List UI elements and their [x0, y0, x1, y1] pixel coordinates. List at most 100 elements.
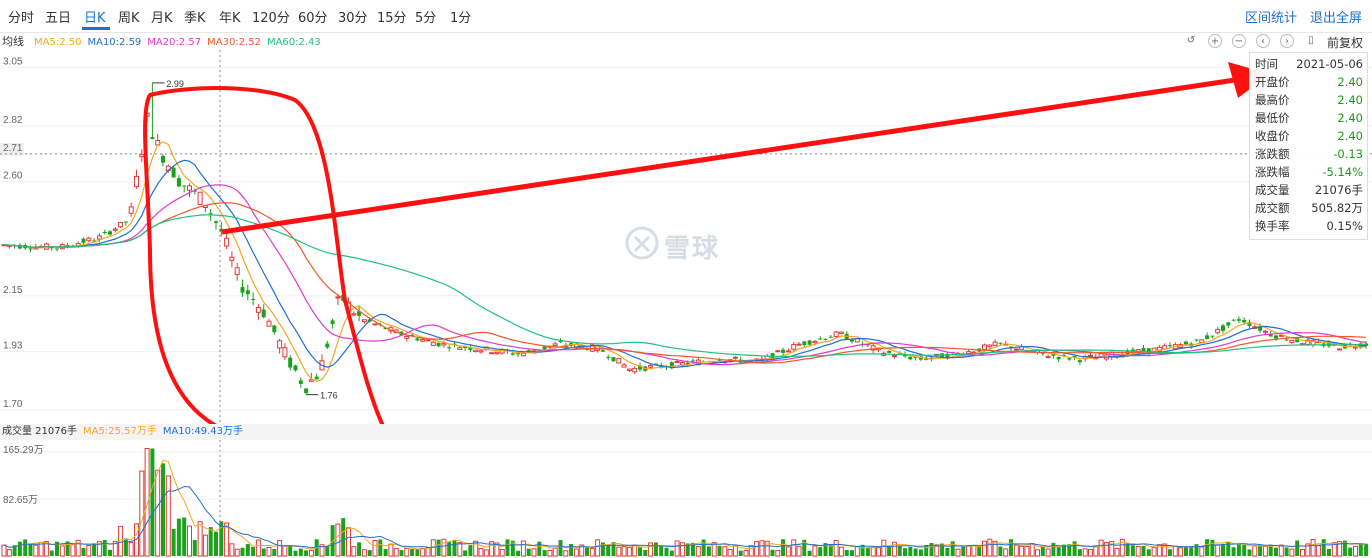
candle-body: [616, 358, 622, 364]
period-tab[interactable]: 周K: [118, 11, 140, 26]
candle-body: [489, 352, 495, 355]
volume-bar: [950, 541, 955, 556]
volume-bar: [404, 547, 410, 557]
interval-stats-button[interactable]: 区间统计: [1245, 11, 1298, 26]
tooltip-row: 成交量 21076手: [1255, 181, 1363, 199]
volume-bar: [171, 528, 176, 556]
volume-bar: [691, 542, 695, 556]
volume-bar: [865, 547, 870, 556]
period-tab[interactable]: 五日: [45, 11, 72, 26]
volume-tick-label: 165.29万: [3, 445, 44, 456]
adjust-select[interactable]: 前复权: [1327, 36, 1364, 50]
candle-body: [828, 336, 833, 338]
candle-body: [1342, 343, 1347, 349]
price-tick-label: 3.05: [3, 57, 23, 68]
volume-bar: [526, 548, 531, 556]
zoom-in-icon[interactable]: +: [1208, 34, 1222, 48]
period-tab[interactable]: 季K: [184, 11, 206, 26]
volume-bar: [579, 544, 585, 557]
volume-bar: [1215, 544, 1221, 557]
scroll-left-icon[interactable]: ‹: [1256, 34, 1270, 48]
candle-body: [65, 245, 70, 247]
volume-bar: [70, 543, 76, 557]
volume-legend: 成交量 21076手 MA5:25.57万手 MA10:49.43万手: [0, 424, 1372, 440]
period-tab[interactable]: 5分: [415, 11, 437, 26]
volume-bar: [585, 547, 589, 556]
volume-bar: [28, 543, 33, 556]
volume-bar: [1252, 545, 1258, 557]
scroll-right-icon[interactable]: ›: [1280, 34, 1294, 48]
candle-body: [108, 231, 112, 235]
volume-ma-item: MA10:49.43万手: [162, 426, 244, 437]
candle-body: [447, 347, 452, 349]
candle-body: [1056, 356, 1061, 360]
candle-body: [298, 380, 303, 384]
volume-bar: [934, 544, 940, 557]
volume-bar: [838, 546, 844, 557]
candle-body: [214, 221, 218, 223]
fullscreen-icon[interactable]: ▯: [1308, 35, 1314, 46]
undo-icon[interactable]: ↺: [1186, 35, 1196, 46]
volume-bar: [1189, 546, 1194, 556]
candle-body: [781, 349, 786, 353]
volume-bar: [1194, 544, 1199, 556]
volume-bar: [929, 543, 934, 556]
volume-bar: [1056, 546, 1061, 556]
volume-bar: [505, 539, 510, 556]
candle-body: [441, 342, 447, 346]
candle-body: [945, 353, 950, 359]
volume-bar: [1029, 543, 1035, 557]
volume-bar: [558, 540, 563, 556]
candle-body: [838, 331, 844, 334]
volume-bar: [1077, 549, 1082, 556]
candle-body: [468, 347, 473, 351]
period-tab[interactable]: 分时: [8, 11, 35, 26]
candle-body: [81, 238, 86, 243]
volume-bar: [1125, 543, 1130, 556]
zoom-out-icon[interactable]: −: [1232, 34, 1246, 48]
exit-fullscreen-button[interactable]: 退出全屏: [1310, 11, 1363, 26]
candle-body: [552, 343, 558, 347]
candle-body: [626, 368, 632, 371]
volume-bar: [998, 546, 1003, 556]
volume-bar: [706, 546, 711, 556]
period-tab[interactable]: 30分: [338, 11, 368, 26]
volume-bar: [748, 545, 754, 557]
volume-bar: [240, 547, 245, 556]
volume-bar: [1040, 546, 1045, 556]
period-tab[interactable]: 15分: [377, 11, 407, 26]
candle-body: [452, 343, 457, 345]
volume-bar: [361, 549, 367, 557]
period-tab[interactable]: 60分: [298, 11, 328, 26]
period-tab[interactable]: 月K: [151, 11, 173, 26]
volume-bar: [1278, 544, 1284, 557]
candle-body: [850, 339, 854, 342]
volume-bar: [632, 544, 638, 557]
volume-bar: [1289, 548, 1295, 557]
price-tick-label: 1.93: [3, 341, 23, 352]
tooltip-key: 成交额: [1255, 201, 1290, 215]
candle-body: [330, 320, 335, 325]
volume-bar: [108, 549, 112, 556]
candle-body: [171, 167, 176, 178]
candle-body: [357, 311, 362, 316]
volume-ma-line: [3, 459, 1367, 550]
volume-bar: [49, 550, 54, 556]
volume-bar: [1268, 544, 1273, 556]
period-tab[interactable]: 1分: [450, 11, 472, 26]
period-tab[interactable]: 年K: [219, 11, 241, 26]
price-tick-label: 2.71: [3, 143, 23, 154]
volume-bar: [1119, 538, 1125, 557]
candle-body: [865, 344, 870, 346]
volume-bar: [1146, 549, 1151, 556]
volume-bar: [234, 548, 240, 557]
low-price-label: 1.76: [320, 391, 338, 401]
period-tab[interactable]: 日K: [84, 11, 106, 26]
period-tab[interactable]: 120分: [252, 11, 290, 26]
volume-bar: [552, 547, 558, 557]
candle-body: [245, 290, 250, 295]
volume-bar: [208, 527, 213, 556]
candle-body: [304, 388, 309, 394]
volume-bar: [415, 548, 420, 556]
